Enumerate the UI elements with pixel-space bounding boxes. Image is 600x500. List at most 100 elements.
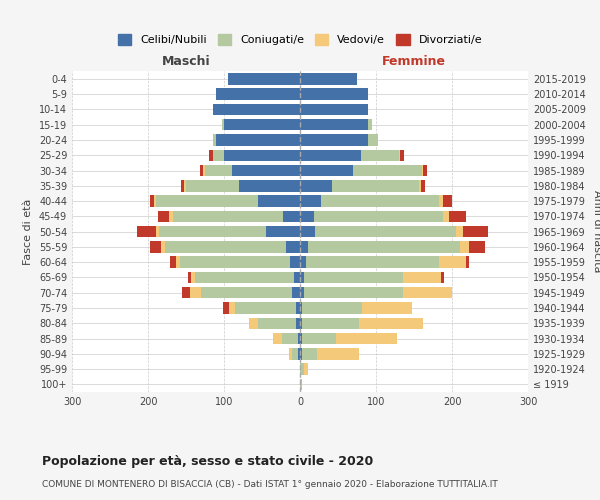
Bar [317, 348, 359, 360]
Bar [300, 134, 368, 145]
Bar [361, 150, 399, 161]
Bar [353, 165, 422, 176]
Bar [292, 287, 300, 298]
Bar [239, 180, 300, 192]
Bar [300, 210, 314, 222]
Bar [300, 104, 368, 115]
Bar [304, 272, 403, 283]
Bar [195, 272, 294, 283]
Bar [292, 348, 298, 360]
Bar [302, 348, 317, 360]
Bar [235, 302, 296, 314]
Bar [169, 210, 173, 222]
Bar [400, 150, 404, 161]
Bar [403, 287, 452, 298]
Bar [294, 272, 300, 283]
Bar [209, 150, 212, 161]
Bar [286, 241, 300, 252]
Bar [362, 302, 412, 314]
Bar [150, 196, 154, 207]
Bar [298, 333, 300, 344]
Text: COMUNE DI MONTENERO DI BISACCIA (CB) - Dati ISTAT 1° gennaio 2020 - Elaborazione: COMUNE DI MONTENERO DI BISACCIA (CB) - D… [42, 480, 498, 489]
Bar [176, 256, 180, 268]
Bar [223, 302, 229, 314]
Bar [283, 210, 300, 222]
Bar [224, 119, 300, 130]
Bar [315, 226, 456, 237]
Bar [300, 287, 304, 298]
Legend: Celibi/Nubili, Coniugati/e, Vedovi/e, Divorziati/e: Celibi/Nubili, Coniugati/e, Vedovi/e, Di… [113, 30, 487, 50]
Bar [300, 241, 308, 252]
Bar [399, 150, 400, 161]
Bar [300, 333, 302, 344]
Bar [155, 196, 258, 207]
Bar [300, 348, 302, 360]
Bar [300, 364, 304, 375]
Bar [224, 150, 300, 161]
Y-axis label: Fasce di età: Fasce di età [23, 198, 33, 265]
Bar [289, 348, 292, 360]
Bar [403, 272, 440, 283]
Bar [300, 302, 302, 314]
Bar [155, 226, 160, 237]
Bar [266, 226, 300, 237]
Bar [463, 226, 488, 237]
Bar [228, 73, 300, 85]
Bar [300, 318, 302, 329]
Bar [290, 256, 300, 268]
Bar [321, 196, 439, 207]
Bar [460, 241, 469, 252]
Bar [232, 165, 300, 176]
Bar [200, 165, 203, 176]
Bar [368, 134, 377, 145]
Bar [212, 104, 300, 115]
Bar [440, 272, 445, 283]
Bar [308, 241, 460, 252]
Bar [149, 241, 161, 252]
Bar [469, 241, 485, 252]
Bar [298, 348, 300, 360]
Bar [296, 302, 300, 314]
Bar [191, 272, 195, 283]
Bar [300, 226, 315, 237]
Bar [282, 333, 298, 344]
Bar [160, 226, 266, 237]
Bar [300, 88, 368, 100]
Bar [300, 196, 321, 207]
Bar [229, 302, 235, 314]
Bar [302, 333, 336, 344]
Bar [205, 165, 232, 176]
Bar [300, 272, 304, 283]
Bar [190, 287, 201, 298]
Bar [422, 165, 423, 176]
Bar [443, 196, 452, 207]
Bar [258, 318, 296, 329]
Bar [336, 333, 397, 344]
Bar [170, 256, 176, 268]
Bar [217, 134, 300, 145]
Y-axis label: Anni di nascita: Anni di nascita [592, 190, 600, 273]
Bar [359, 318, 423, 329]
Bar [449, 210, 466, 222]
Bar [314, 210, 443, 222]
Bar [423, 165, 427, 176]
Text: Maschi: Maschi [161, 55, 211, 68]
Bar [184, 180, 186, 192]
Bar [421, 180, 425, 192]
Bar [212, 150, 224, 161]
Bar [300, 150, 361, 161]
Bar [137, 226, 155, 237]
Bar [249, 318, 258, 329]
Bar [173, 210, 283, 222]
Bar [272, 333, 282, 344]
Bar [258, 196, 300, 207]
Bar [304, 364, 308, 375]
Bar [302, 302, 362, 314]
Bar [332, 180, 419, 192]
Bar [302, 318, 359, 329]
Bar [181, 180, 184, 192]
Bar [300, 119, 368, 130]
Bar [439, 196, 443, 207]
Bar [419, 180, 421, 192]
Bar [161, 241, 165, 252]
